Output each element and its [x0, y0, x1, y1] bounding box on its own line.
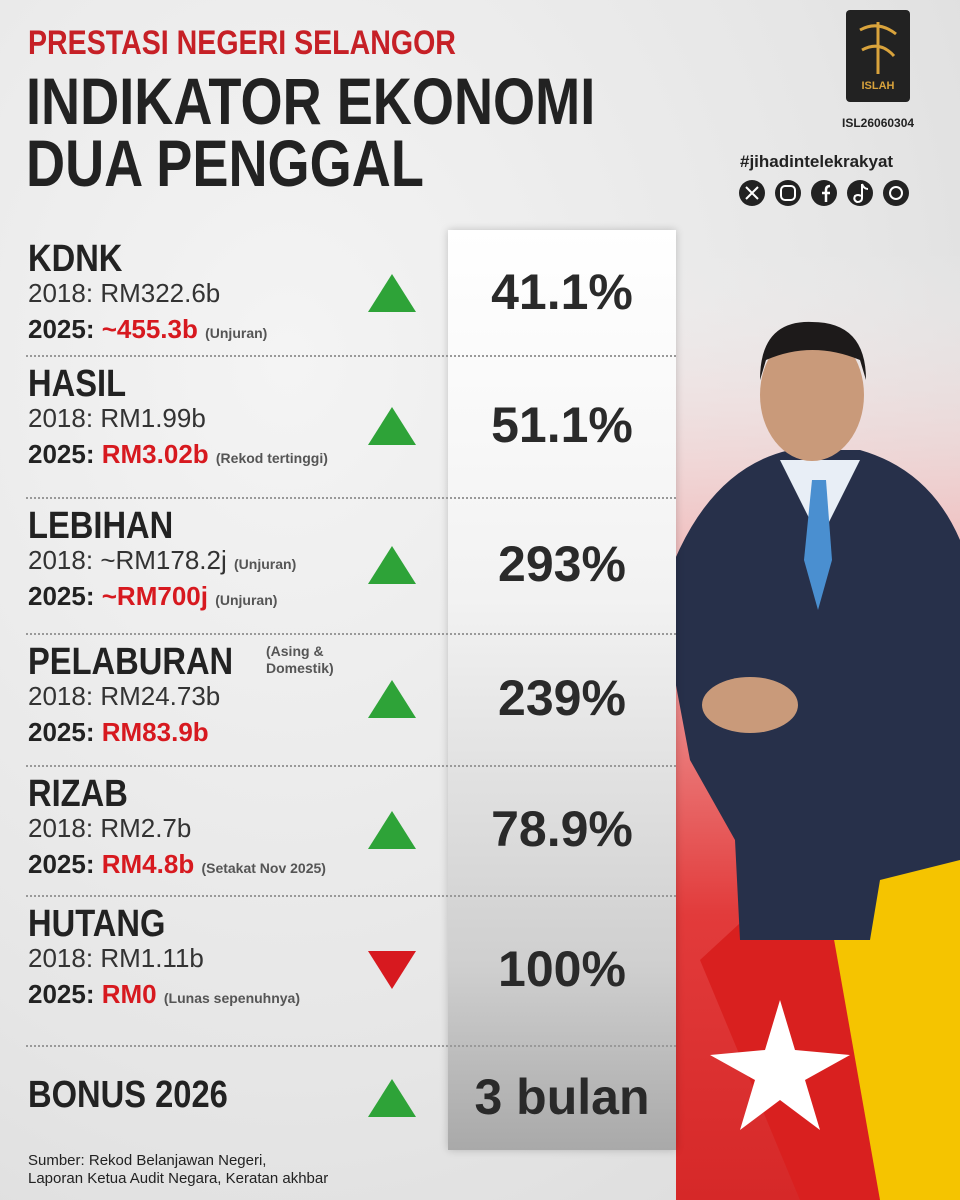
trend-arrow: [368, 680, 416, 718]
year-note: (Unjuran): [234, 556, 297, 572]
year-note: (Rekod tertinggi): [215, 450, 328, 466]
row-name: KDNK: [28, 238, 123, 280]
separator: [26, 355, 676, 357]
year-label: 2018:: [28, 278, 94, 308]
row-name: BONUS 2026: [28, 1073, 228, 1116]
row-name: LEBIHAN: [28, 505, 174, 547]
hair: [760, 321, 866, 380]
change-value: 293%: [498, 536, 626, 592]
year-label: 2025:: [28, 314, 95, 344]
year-value: RM4.8b: [101, 849, 195, 879]
arrow-shape: [368, 811, 416, 849]
separator: [26, 895, 676, 897]
year-value: RM1.99b: [100, 403, 206, 433]
separator: [26, 1045, 676, 1047]
face: [760, 329, 864, 461]
year-line: 2025: RM3.02b (Rekod tertinggi): [28, 439, 328, 470]
year-value: RM2.7b: [100, 813, 192, 843]
source-line: Sumber: Rekod Belanjawan Negeri,: [28, 1152, 267, 1169]
year-value: RM322.6b: [100, 278, 221, 308]
year-line: 2018: RM2.7b: [28, 813, 191, 844]
year-line: 2025: RM0 (Lunas sepenuhnya): [28, 979, 300, 1010]
arrow-shape: [368, 546, 416, 584]
arrow-shape: [368, 680, 416, 718]
suit: [660, 450, 960, 940]
change-value: 3 bulan: [474, 1068, 650, 1125]
trend-arrow: [368, 546, 416, 584]
trend-arrow: [368, 811, 416, 849]
year-line: 2025: ~RM700j (Unjuran): [28, 581, 277, 612]
year-label: 2025:: [28, 581, 95, 611]
separator: [26, 765, 676, 767]
year-label: 2025:: [28, 717, 95, 747]
source-line: Laporan Ketua Audit Negara, Keratan akhb…: [28, 1170, 329, 1187]
hands: [702, 677, 798, 733]
year-note: (Setakat Nov 2025): [201, 860, 326, 876]
kicker: PRESTASI NEGERI SELANGOR: [28, 24, 456, 62]
year-note: (Unjuran): [205, 325, 268, 341]
year-label: 2025:: [28, 849, 95, 879]
trend-arrow: [368, 1078, 416, 1117]
row-name: PELABURAN: [28, 641, 234, 683]
year-value: RM0: [101, 979, 157, 1009]
brand-code: ISL26060304: [842, 116, 915, 130]
year-value: RM1.11b: [100, 943, 204, 973]
separator: [26, 633, 676, 635]
year-line: 2025: RM83.9b: [28, 717, 209, 748]
change-value: 78.9%: [491, 801, 633, 857]
change-value: 100%: [498, 941, 626, 997]
year-label: 2025:: [28, 439, 95, 469]
trend-arrow: [368, 407, 416, 445]
arrow-shape: [368, 1078, 416, 1117]
row-name: RIZAB: [28, 773, 128, 815]
social-icons: [739, 180, 909, 206]
row-name: HASIL: [28, 363, 127, 405]
year-line: 2025: RM4.8b (Setakat Nov 2025): [28, 849, 326, 880]
year-label: 2025:: [28, 979, 95, 1009]
title-line: DUA PENGGAL: [26, 126, 424, 200]
hashtag: #jihadintelekrakyat: [740, 152, 894, 171]
arrow-shape: [368, 407, 416, 445]
arrow-shape: [368, 951, 416, 989]
year-line: 2025: ~455.3b (Unjuran): [28, 314, 267, 345]
year-note: (Lunas sepenuhnya): [163, 990, 301, 1006]
year-label: 2018:: [28, 403, 94, 433]
year-value: ~RM178.2j: [100, 545, 227, 575]
year-value: RM83.9b: [101, 717, 209, 747]
row-name: HUTANG: [28, 903, 166, 945]
year-line: 2018: RM1.11b: [28, 943, 204, 974]
change-value: 239%: [498, 670, 626, 726]
year-value: RM24.73b: [100, 681, 221, 711]
result-column: [448, 230, 676, 1150]
year-note: (Unjuran): [215, 592, 278, 608]
change-value: 51.1%: [491, 397, 633, 453]
year-value: RM3.02b: [101, 439, 209, 469]
year-label: 2018:: [28, 681, 94, 711]
year-line: 2018: RM24.73b: [28, 681, 220, 712]
trend-arrow: [368, 951, 416, 989]
year-value: ~RM700j: [101, 581, 208, 611]
year-value: ~455.3b: [101, 314, 198, 344]
trend-arrow: [368, 273, 416, 312]
row-name-note: (Asing & Domestik): [266, 643, 334, 676]
logo-mark: [859, 22, 897, 74]
flag-star: [710, 1000, 850, 1130]
change-value: 41.1%: [491, 263, 633, 320]
logo-label: ISLAH: [861, 80, 895, 92]
year-line: 2018: ~RM178.2j (Unjuran): [28, 545, 296, 576]
title-line: INDIKATOR EKONOMI: [26, 64, 596, 138]
year-label: 2018:: [28, 813, 94, 843]
separator: [26, 497, 676, 499]
year-line: 2018: RM322.6b: [28, 278, 220, 309]
year-label: 2018:: [28, 943, 94, 973]
year-line: 2018: RM1.99b: [28, 403, 206, 434]
year-label: 2018:: [28, 545, 94, 575]
source: Sumber: Rekod Belanjawan Negeri, Laporan…: [28, 1152, 328, 1188]
arrow-shape: [368, 273, 416, 312]
tie: [804, 480, 832, 610]
